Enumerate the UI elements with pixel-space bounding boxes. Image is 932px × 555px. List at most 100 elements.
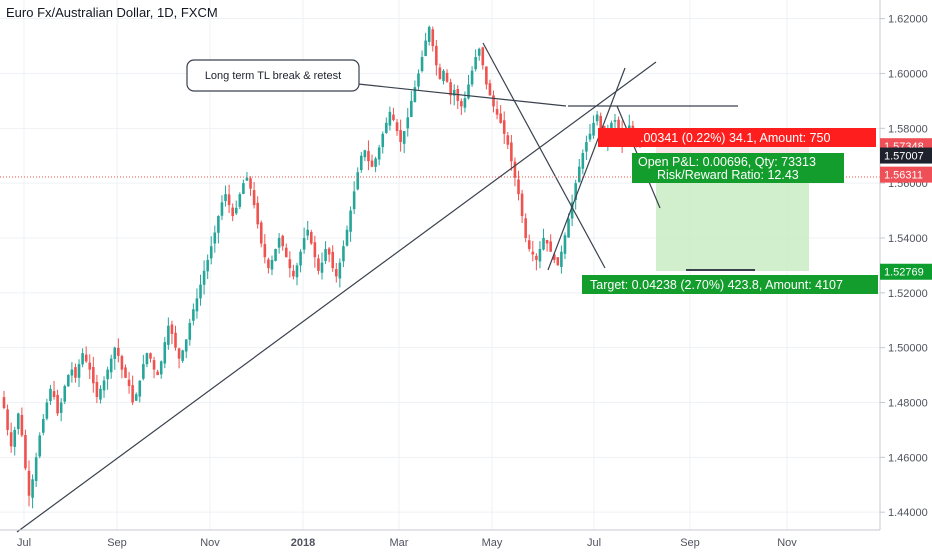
candle-body (67, 375, 70, 387)
candle-body (402, 131, 406, 144)
risk-reward-text: Risk/Reward Ratio: 12.43 (657, 168, 799, 182)
candle-body (120, 356, 124, 370)
candle-body (363, 150, 367, 158)
callout-box[interactable]: Long term TL break & retest (186, 59, 360, 92)
candle-body (399, 130, 402, 143)
candle-body (188, 322, 192, 340)
candle-body (485, 66, 488, 85)
candle-body (159, 361, 163, 375)
candle-body (63, 386, 67, 402)
candle-body (34, 457, 38, 481)
stop-label[interactable]: .00341 (0.22%) 34.1, Amount: 750 (598, 128, 876, 147)
candle-body (302, 237, 306, 250)
wedge-lower-line (547, 67, 626, 271)
candle-body (217, 216, 220, 233)
candle-body (406, 117, 410, 129)
candle-body (320, 262, 324, 273)
candle-body (149, 353, 152, 359)
x-tick-label: Jul (17, 537, 31, 549)
y-tick-label: 1.58000 (888, 123, 928, 135)
candle-body (292, 270, 295, 277)
candle-body (417, 73, 420, 87)
candle-body (263, 243, 267, 258)
candle-body (267, 259, 270, 269)
candle-body (424, 40, 427, 57)
candle-body (106, 369, 109, 380)
y-tick-label: 1.48000 (888, 398, 928, 410)
candle-body (134, 394, 138, 401)
candle-body (113, 347, 117, 359)
target-label[interactable]: Target: 0.04238 (2.70%) 423.8, Amount: 4… (582, 275, 878, 294)
candle-body (270, 259, 274, 270)
candle-body (31, 479, 34, 498)
candle-body (274, 248, 277, 261)
candle-body (574, 183, 577, 200)
candle-body (334, 269, 338, 277)
candle-body (299, 251, 302, 266)
candle-body (477, 48, 481, 56)
candle-body (517, 179, 520, 195)
long-term-trendline (16, 61, 657, 533)
candle-body (109, 358, 113, 373)
candle-body (588, 133, 592, 140)
y-tick-label: 1.54000 (888, 233, 928, 245)
candle-body (234, 207, 238, 214)
candle-body (309, 232, 313, 244)
candle-body (84, 354, 88, 362)
candle-body (38, 435, 42, 457)
candle-body (163, 342, 167, 364)
pnl-label[interactable]: Open P&L: 0.00696, Qty: 73313 Risk/Rewar… (632, 153, 844, 183)
candle-body (70, 369, 74, 376)
candle-body (520, 193, 524, 217)
candle-body (99, 388, 102, 400)
candle-body (595, 114, 599, 122)
candle-body (613, 120, 617, 122)
candle-body (367, 151, 370, 162)
y-tick-label: 1.50000 (888, 343, 928, 355)
candle-body (49, 388, 52, 402)
candle-body (124, 367, 127, 378)
candle-body (499, 113, 502, 123)
candle-body (117, 347, 120, 356)
candle-body (345, 229, 349, 246)
candle-body (360, 155, 363, 171)
candle-body (199, 284, 202, 299)
candle-body (442, 70, 445, 81)
candle-body (327, 248, 331, 255)
callout-text: Long term TL break & retest (205, 70, 341, 82)
y-tick-label: 1.62000 (888, 14, 928, 26)
candle-body (510, 142, 513, 162)
candle-body (181, 350, 184, 361)
candles (2, 25, 642, 509)
candle-body (277, 237, 281, 248)
candle-body (610, 122, 613, 133)
x-tick-label: Nov (200, 537, 220, 549)
candle-body (281, 235, 284, 247)
candle-body (202, 270, 206, 285)
candle-body (249, 178, 252, 189)
time-axis[interactable]: Jul Sep Nov 2018 Mar May Jul Sep Nov (17, 537, 797, 549)
candle-body (427, 26, 431, 42)
candle-body (52, 391, 56, 398)
candle-body (16, 413, 20, 430)
callout-pointer (357, 83, 567, 107)
candle-body (349, 210, 352, 232)
candle-body (242, 183, 245, 194)
candle-body (413, 87, 417, 102)
candle-body (549, 241, 552, 252)
candle-body (577, 166, 581, 183)
candle-body (506, 135, 510, 145)
candle-body (324, 248, 327, 262)
candle-body (74, 367, 77, 378)
candle-body (545, 240, 549, 244)
candle-body (156, 371, 159, 376)
candle-body (127, 379, 131, 387)
stop-label-text: .00341 (0.22%) 34.1, Amount: 750 (640, 131, 830, 145)
candle-body (585, 142, 588, 152)
candle-body (524, 218, 527, 238)
candle-body (527, 240, 531, 249)
candle-body (445, 72, 449, 82)
